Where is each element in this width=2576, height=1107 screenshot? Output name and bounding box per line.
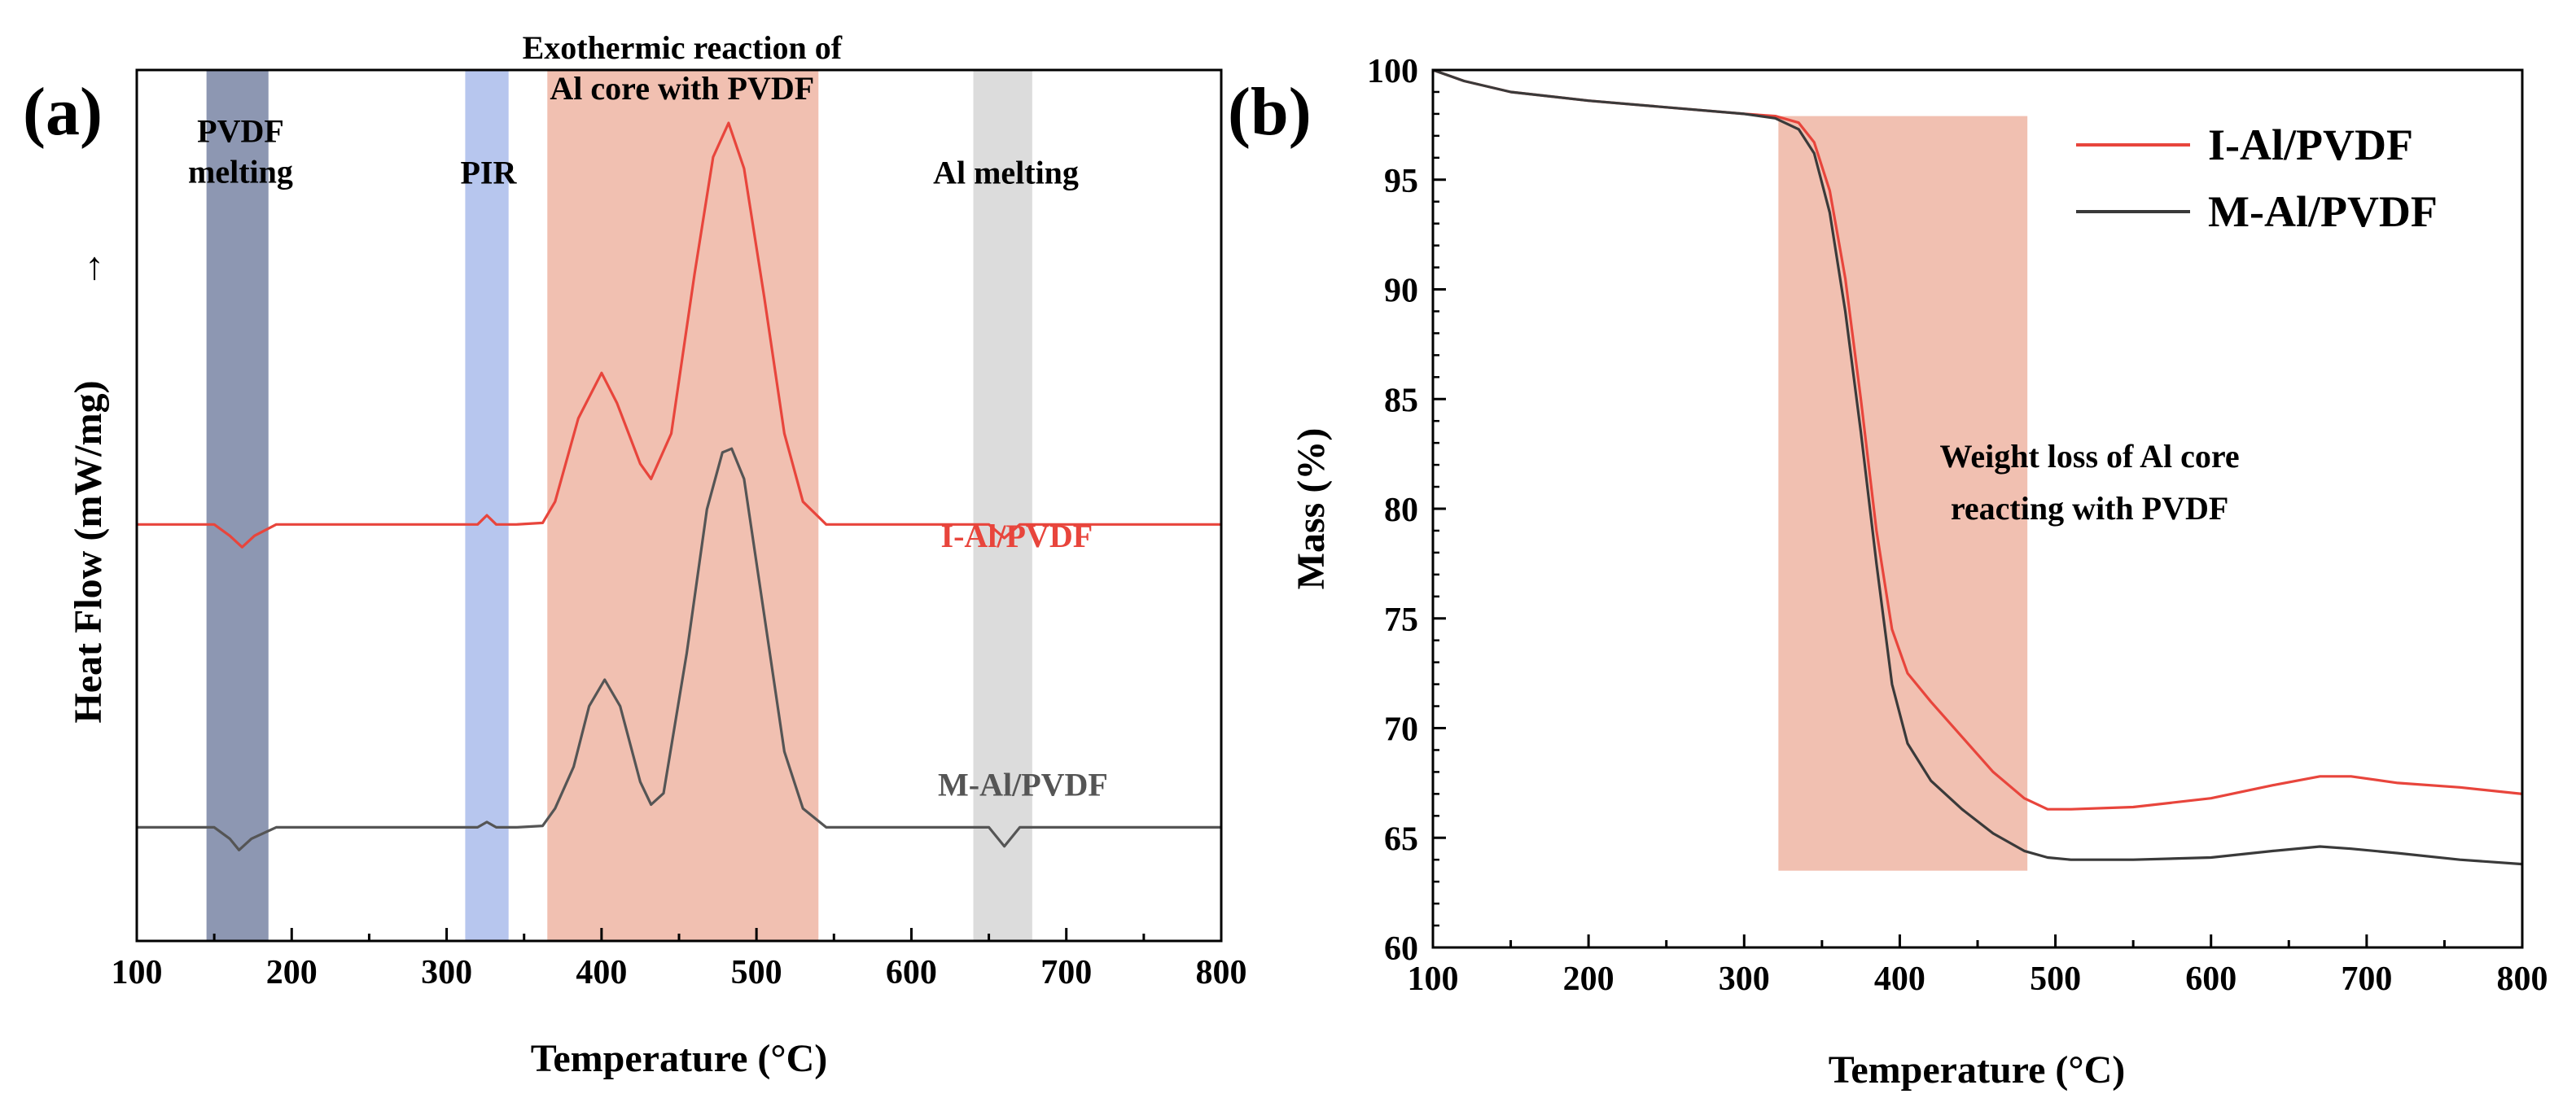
panel-a-x-tick-label: 500: [731, 954, 782, 991]
panel-b-x-tick-label: 100: [1408, 960, 1459, 998]
panel-a-x-tick-label: 300: [421, 954, 472, 991]
panel-b-y-tick-label: 85: [1384, 382, 1418, 419]
panel-b: (b) 100 200 300 400 500 600 700 800 60 65 70 75 80 8…: [1228, 53, 2548, 1092]
panel-b-y-tick-label: 60: [1384, 930, 1418, 968]
panel-a-series-label-1: M-Al/PVDF: [938, 766, 1108, 803]
panel-a-x-tick-label: 700: [1040, 954, 1092, 991]
panel-b-x-tick-label: 200: [1563, 960, 1614, 998]
panel-b-band-label-line-1: reacting with PVDF: [1951, 490, 2228, 527]
panel-b-x-tick-label: 600: [2185, 960, 2236, 998]
panel-b-band-rect: [1778, 116, 2028, 871]
panel-b-band-label: Weight loss of Al core reacting with PVDF: [1940, 438, 2240, 527]
panel-b-y-tick-label: 95: [1384, 163, 1418, 200]
panel-a-band-0: [206, 70, 269, 941]
panel-b-y-tick-label: 90: [1384, 273, 1418, 310]
panel-b-x-tick-label: 700: [2341, 960, 2392, 998]
panel-a-series: [137, 121, 1221, 851]
panel-a-band-1: [465, 70, 509, 941]
panel-b-legend-label-0: I-Al/PVDF: [2208, 120, 2413, 169]
panel-a-y-axis-title: Heat Flow (mW/mg): [67, 380, 110, 723]
panel-a-x-axis-title: Temperature (°C): [531, 1037, 827, 1080]
panel-a-bands: [206, 70, 1032, 941]
panel-a-band-label-1-line-0: PIR: [461, 155, 518, 191]
panel-a-x-tick-label: 800: [1196, 954, 1247, 991]
panel-a-x-ticks: 100 200 300 400 500 600 700 800: [112, 928, 1247, 991]
panel-b-x-tick-label: 800: [2497, 960, 2548, 998]
panel-b-series-line-1: [1432, 68, 2523, 866]
panel-b-y-axis-title: Mass (%): [1290, 428, 1333, 590]
panel-b-y-tick-label: 70: [1384, 711, 1418, 749]
panel-a-band-label-0-line-0: PVDF: [197, 112, 284, 149]
panel-b-label: (b): [1228, 74, 1312, 150]
panel-b-y-tick-label: 75: [1384, 602, 1418, 639]
panel-a-y-axis-arrow: →: [67, 249, 110, 288]
panel-a-x-tick-label: 200: [266, 954, 318, 991]
panel-a-x-tick-label: 100: [112, 954, 163, 991]
panel-a-series-labels: I-Al/PVDF M-Al/PVDF: [938, 518, 1108, 803]
panel-a-band-3: [973, 70, 1032, 941]
panel-a-x-tick-label: 600: [886, 954, 937, 991]
panel-b-x-tick-label: 500: [2030, 960, 2081, 998]
panel-b-legend: I-Al/PVDF M-Al/PVDF: [2076, 120, 2438, 236]
panel-b-x-ticks: 100 200 300 400 500 600 700 800: [1408, 934, 2548, 998]
panel-b-band: [1778, 116, 2028, 871]
panel-a-band-label-0-line-1: melting: [188, 153, 293, 190]
panel-a-series-line-0: [137, 121, 1221, 549]
panel-b-x-tick-label: 400: [1874, 960, 1925, 998]
panel-a-band-label-3-line-0: Al melting: [933, 155, 1079, 191]
panel-a-band-labels: PVDF melting PIR Exothermic reaction of Al c…: [188, 29, 1079, 191]
panel-a-label: (a): [23, 74, 103, 150]
panel-a-series-label-0: I-Al/PVDF: [941, 518, 1093, 554]
panel-a-band-label-2-line-1: Al core with PVDF: [550, 70, 814, 107]
panel-a-band-label-2-line-0: Exothermic reaction of: [523, 29, 843, 66]
panel-b-y-ticks: 60 65 70 75 80 85 90 95 100: [1367, 53, 1446, 968]
panel-b-y-tick-label: 80: [1384, 492, 1418, 529]
panel-b-series: [1432, 68, 2523, 866]
panel-a-x-tick-label: 400: [576, 954, 627, 991]
panel-a-series-line-1: [137, 447, 1221, 851]
panel-b-y-tick-label: 65: [1384, 820, 1418, 858]
panel-a-band-2: [547, 70, 819, 941]
panel-b-x-tick-label: 300: [1719, 960, 1770, 998]
panel-b-y-tick-label: 100: [1367, 53, 1418, 90]
panel-a: (a) 100 200 300 400 500 600 700 800 PVDF melting…: [23, 29, 1247, 1080]
panel-b-legend-label-1: M-Al/PVDF: [2208, 187, 2438, 236]
panel-b-band-label-line-0: Weight loss of Al core: [1940, 438, 2240, 475]
panel-b-x-axis-title: Temperature (°C): [1829, 1048, 2125, 1092]
